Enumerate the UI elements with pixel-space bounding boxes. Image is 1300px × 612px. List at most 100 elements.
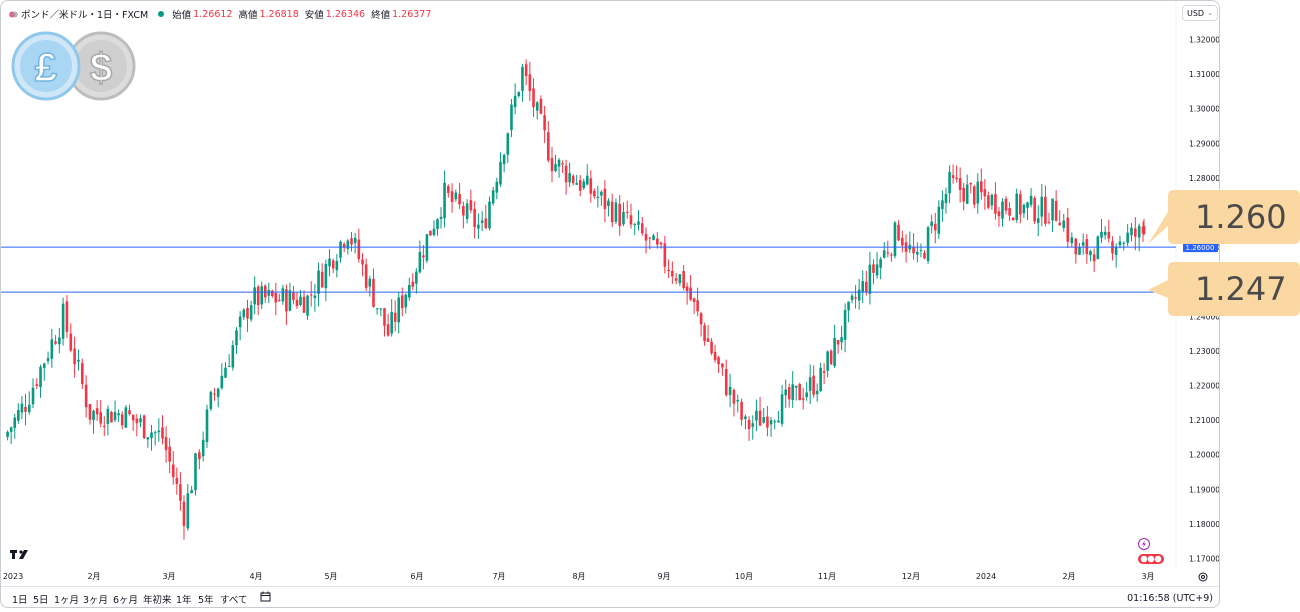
candle-body <box>744 416 747 420</box>
clock[interactable]: 01:16:58 (UTC+9) <box>1127 593 1213 604</box>
candle-body <box>39 366 42 388</box>
candle-body <box>194 453 197 491</box>
candle-body <box>342 244 346 248</box>
flag-icon[interactable] <box>1138 554 1164 564</box>
range-5y[interactable]: 5年 <box>198 595 214 606</box>
candle-body <box>798 384 801 401</box>
candle-body <box>717 357 720 365</box>
candle-body <box>368 278 372 287</box>
candle-body <box>955 177 958 180</box>
candle-body <box>740 401 743 420</box>
candle-body <box>1074 238 1078 255</box>
candle-body <box>777 420 780 423</box>
candle-body <box>106 408 110 424</box>
price-tick: 1.24000 <box>1189 312 1220 321</box>
candle-body <box>997 211 1001 217</box>
candle-body <box>1015 193 1019 221</box>
settings-icon[interactable] <box>1198 572 1208 582</box>
price-tick: 1.19000 <box>1189 485 1220 494</box>
candle-body <box>713 352 717 361</box>
candle-body <box>346 240 350 249</box>
candle-body <box>589 178 593 194</box>
candle-body <box>521 66 524 92</box>
candle-body <box>600 191 603 196</box>
candle-body <box>728 386 732 396</box>
range-1m[interactable]: 1ヶ月 <box>54 595 80 606</box>
candle-body <box>850 295 854 300</box>
candle-body <box>916 251 919 255</box>
candle-body <box>861 281 865 293</box>
candle-body <box>350 238 353 245</box>
candle-body <box>209 391 213 410</box>
candle-body <box>473 208 476 228</box>
range-6m[interactable]: 6ヶ月 <box>113 595 139 606</box>
horizontal-lines <box>1 246 1176 293</box>
range-ytd[interactable]: 年初来 <box>143 595 172 606</box>
candle-body <box>696 300 699 312</box>
tradingview-logo[interactable] <box>10 550 28 559</box>
candle-body <box>510 104 513 131</box>
candle-body <box>833 337 836 367</box>
candle-body <box>110 411 113 423</box>
range-all[interactable]: すべて <box>220 595 248 606</box>
candle-body <box>267 289 271 296</box>
candle-body <box>543 115 546 131</box>
candle-body <box>1134 228 1137 237</box>
candle-body <box>603 188 607 209</box>
candle-body <box>274 293 278 303</box>
candle-body <box>919 250 923 252</box>
candle-body <box>13 417 17 429</box>
candle-body <box>164 437 168 451</box>
candle-body <box>685 286 689 292</box>
price-tick: 1.21000 <box>1189 416 1220 425</box>
price-tick: 1.28000 <box>1189 174 1220 183</box>
candle-body <box>724 369 728 396</box>
pound-dollar-logo: $ £ <box>11 31 136 101</box>
price-tick: 1.18000 <box>1189 520 1220 529</box>
close-label: 終値 <box>371 10 391 21</box>
candle-body <box>682 271 685 289</box>
candle-body <box>812 375 815 395</box>
range-3m[interactable]: 3ヶ月 <box>83 595 109 606</box>
time-tick: 4月 <box>249 572 262 581</box>
candle-body <box>640 223 644 234</box>
candle-body <box>249 305 253 320</box>
candle-body <box>780 394 784 424</box>
candle-body <box>443 182 446 219</box>
price-callout-1247 <box>1148 262 1300 316</box>
candle-body <box>972 186 976 205</box>
candle-body <box>826 351 829 371</box>
candle-body <box>926 227 930 262</box>
price-tick: 1.23000 <box>1189 347 1220 356</box>
candle-body <box>306 295 309 316</box>
candle-body <box>637 221 640 225</box>
lightning-icon[interactable] <box>1138 538 1150 550</box>
calendar-goto-icon[interactable] <box>260 591 272 603</box>
candle-body <box>146 437 150 440</box>
candle-body <box>575 183 578 185</box>
price-chart[interactable]: 1.320001.310001.300001.290001.280001.270… <box>1 1 1220 608</box>
price-tick: 1.20000 <box>1189 451 1220 460</box>
price-tick: 1.32000 <box>1189 36 1220 45</box>
candle-body <box>324 263 328 289</box>
range-5d[interactable]: 5日 <box>33 595 49 606</box>
symbol-title[interactable]: ポンド／米ドル・1日・FXCM <box>21 10 149 21</box>
candle-body <box>484 218 488 228</box>
range-1d[interactable]: 1日 <box>12 595 28 606</box>
range-1y[interactable]: 1年 <box>176 595 192 606</box>
candle-body <box>951 175 955 179</box>
candle-body <box>787 387 791 400</box>
candle-body <box>102 425 106 427</box>
candle-body <box>721 363 724 368</box>
candle-body <box>1040 196 1044 217</box>
candle-body <box>157 430 161 433</box>
time-axis[interactable]: 2023 2月 3月 4月 5月 6月 7月 8月 9月 10月 11月 12月 2024 2月 3月 <box>3 572 1155 581</box>
candle-body <box>131 414 135 421</box>
candle-body <box>865 281 868 292</box>
time-tick: 2月 <box>87 572 100 581</box>
candle-body <box>550 158 554 172</box>
svg-text:£: £ <box>35 46 57 90</box>
candle-body <box>372 278 375 307</box>
currency-unit-button[interactable]: USD ⌄ <box>1182 5 1218 21</box>
time-tick: 6月 <box>410 572 423 581</box>
